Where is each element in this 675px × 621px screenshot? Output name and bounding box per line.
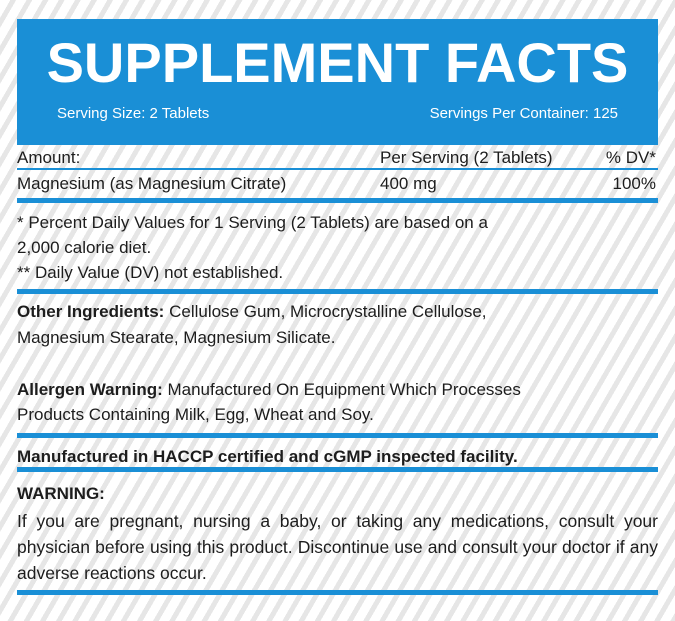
divider xyxy=(17,289,658,294)
divider xyxy=(17,198,658,203)
nutrient-dv: 100% xyxy=(612,174,656,193)
per-serving-header: Per Serving (2 Tablets) xyxy=(380,148,553,167)
other-ingredients-text: Cellulose Gum, Microcrystalline Cellulos… xyxy=(164,302,487,321)
nutrient-name: Magnesium (as Magnesium Citrate) xyxy=(17,174,287,193)
servings-per-container: Servings Per Container: 125 xyxy=(429,105,618,122)
facility-statement: Manufactured in HACCP certified and cGMP… xyxy=(17,447,518,466)
divider xyxy=(17,467,658,472)
other-ingredients-label: Other Ingredients: xyxy=(17,302,165,321)
dv-header: % DV* xyxy=(605,148,656,167)
nutrient-amount: 400 mg xyxy=(380,174,437,193)
allergen-text: Products Containing Milk, Egg, Wheat and… xyxy=(17,405,374,424)
header-panel: SUPPLEMENT FACTS Serving Size: 2 Tablets… xyxy=(17,19,658,145)
other-ingredients: Other Ingredients: Cellulose Gum, Microc… xyxy=(17,299,487,325)
other-ingredients-text: Magnesium Stearate, Magnesium Silicate. xyxy=(17,328,336,347)
page-title: SUPPLEMENT FACTS xyxy=(46,31,629,94)
footnote: * Percent Daily Values for 1 Serving (2 … xyxy=(17,213,488,232)
divider xyxy=(17,433,658,438)
amount-header: Amount: xyxy=(17,148,81,167)
allergen-label: Allergen Warning: xyxy=(17,380,163,399)
footnote: ** Daily Value (DV) not established. xyxy=(17,263,284,282)
footnote: 2,000 calorie diet. xyxy=(17,238,152,257)
divider xyxy=(17,168,658,170)
warning-text: If you are pregnant, nursing a baby, or … xyxy=(17,511,658,583)
warning-label: WARNING: xyxy=(17,484,105,503)
allergen-warning: Allergen Warning: Manufactured On Equipm… xyxy=(17,377,521,403)
serving-size: Serving Size: 2 Tablets xyxy=(57,105,210,122)
allergen-text: Manufactured On Equipment Which Processe… xyxy=(162,380,521,399)
divider xyxy=(17,590,658,595)
